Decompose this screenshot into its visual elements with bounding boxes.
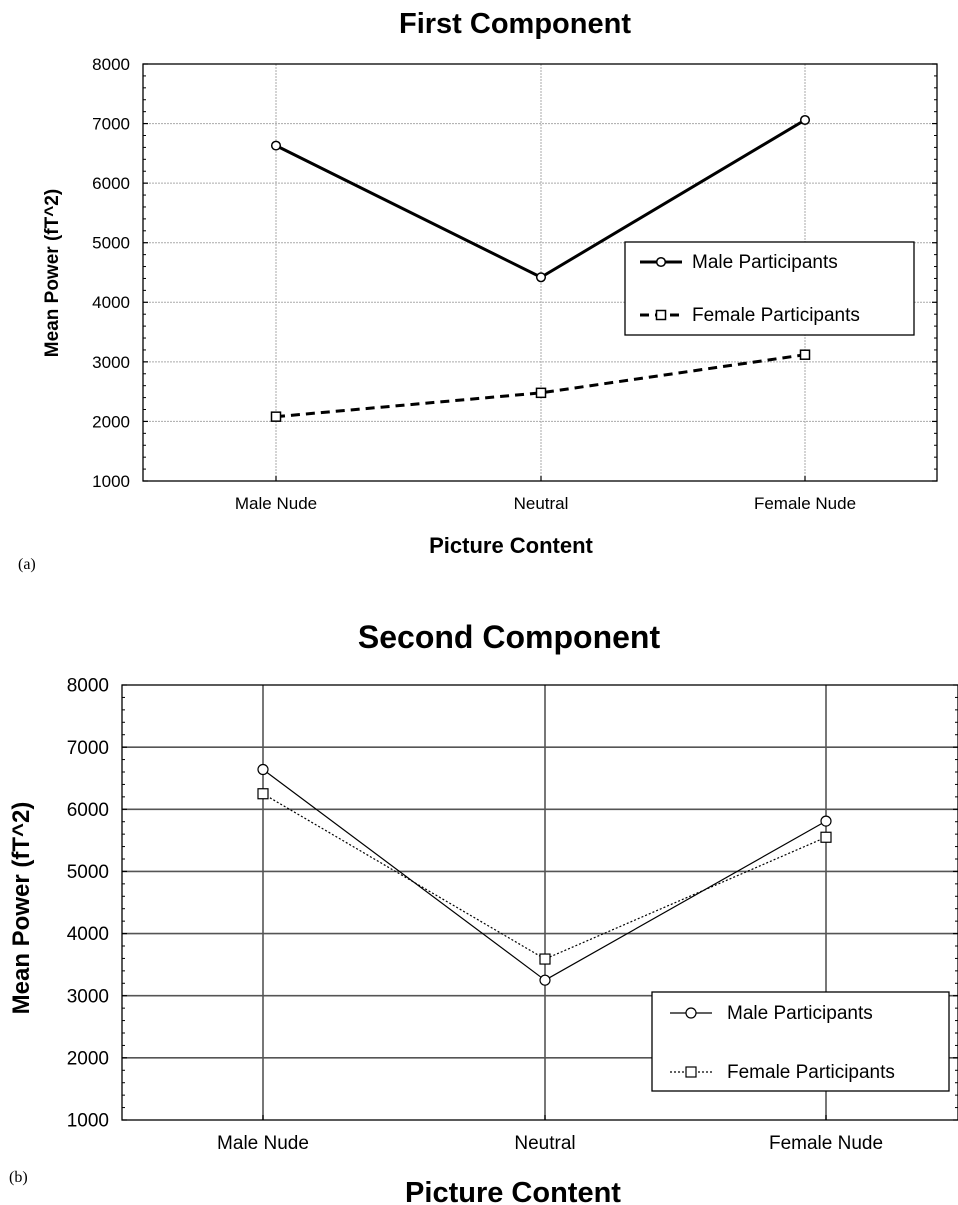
- chart-b-point-female: [820, 831, 832, 843]
- chart-a-y-tick-label: 1000: [92, 472, 130, 491]
- chart-a-point-female: [270, 411, 282, 422]
- chart-b-y-tick-label: 3000: [67, 986, 109, 1007]
- chart-a-series: [270, 114, 811, 422]
- chart-a-y-tick-label: 7000: [92, 115, 130, 134]
- chart-a-y-tick-label: 2000: [92, 412, 130, 431]
- chart-b-legend-female-label: Female Participants: [727, 1062, 895, 1083]
- chart-b-x-tick-label: Female Nude: [769, 1133, 883, 1154]
- chart-b-legend: Male Participants Female Participants: [651, 991, 950, 1092]
- chart-a-legend-male-marker: [655, 256, 667, 268]
- chart-b-x-tick-label: Male Nude: [217, 1133, 309, 1154]
- chart-b-point-female: [539, 953, 551, 965]
- chart-b-y-tick-label: 4000: [67, 924, 109, 945]
- chart-a-legend: Male Participants Female Participants: [624, 241, 915, 336]
- chart-a-panel-label: (a): [18, 556, 36, 573]
- chart-b-y-tick-label: 7000: [67, 738, 109, 759]
- chart-b-y-tick-label: 8000: [67, 676, 109, 697]
- chart-a-x-axis-label: Picture Content: [429, 533, 593, 558]
- chart-a-point-female: [799, 349, 811, 360]
- chart-a-legend-female-marker: [655, 309, 667, 321]
- chart-b-point-female: [257, 788, 269, 800]
- chart-b-y-tick-label: 2000: [67, 1049, 109, 1070]
- chart-b-y-tick-label: 1000: [67, 1111, 109, 1132]
- chart-second-component: Second Component 1000 2000 3000 4000 5000 600…: [8, 619, 958, 1205]
- chart-a-x-tick-label: Neutral: [514, 494, 569, 513]
- chart-a-y-ticks: 1000 2000 3000 4000 5000 6000 7000 8000: [92, 55, 937, 491]
- chart-b-x-axis-label: Picture Content: [405, 1177, 621, 1205]
- chart-a-y-tick-label: 6000: [92, 174, 130, 193]
- chart-a-point-male: [535, 272, 547, 283]
- chart-a-series-line-female: [275, 353, 806, 419]
- chart-b-plot-frame: [121, 684, 958, 1121]
- chart-a-x-ticks: Male Nude Neutral Female Nude: [235, 476, 856, 513]
- chart-b-y-axis-label: Mean Power (fT^2): [8, 802, 35, 1015]
- chart-b-legend-female-marker: [685, 1066, 697, 1078]
- chart-b-title: Second Component: [358, 619, 661, 655]
- chart-first-component: First Component 1000 2000 3000 4000 5000 6000…: [18, 8, 938, 573]
- chart-a-x-tick-label: Male Nude: [235, 494, 317, 513]
- chart-a-legend-female-label: Female Participants: [692, 305, 860, 326]
- chart-a-title: First Component: [399, 8, 631, 40]
- chart-a-y-tick-label: 5000: [92, 234, 130, 253]
- chart-a-point-male: [799, 114, 811, 126]
- chart-a-legend-male-label: Male Participants: [692, 252, 838, 273]
- chart-b-point-male: [257, 763, 269, 776]
- chart-b-legend-male-label: Male Participants: [727, 1003, 873, 1024]
- chart-b-y-tick-label: 6000: [67, 800, 109, 821]
- chart-b-point-male: [820, 815, 832, 827]
- chart-a-point-female: [535, 387, 547, 399]
- chart-b-point-male: [539, 974, 551, 986]
- chart-a-y-tick-label: 4000: [92, 293, 130, 312]
- chart-b-panel-label: (b): [9, 1169, 28, 1186]
- chart-a-y-axis-label: Mean Power (fT^2): [42, 189, 63, 357]
- chart-b-legend-box: [651, 991, 950, 1092]
- chart-a-x-tick-label: Female Nude: [754, 494, 856, 513]
- chart-a-y-tick-label: 8000: [92, 55, 130, 74]
- chart-b-y-ticks: 1000 2000 3000 4000 5000 6000 7000 8000: [67, 676, 958, 1132]
- chart-a-y-tick-label: 3000: [92, 353, 130, 372]
- chart-b-series: [257, 763, 832, 986]
- chart-a-legend-box: [624, 241, 915, 336]
- chart-b-x-ticks: Male Nude Neutral Female Nude: [217, 1115, 883, 1154]
- chart-b-gridlines: [122, 685, 958, 1120]
- chart-b-x-tick-label: Neutral: [514, 1133, 575, 1154]
- chart-b-legend-male-marker: [685, 1007, 697, 1019]
- chart-a-gridlines: [143, 64, 937, 481]
- chart-b-series-line-female: [262, 793, 827, 960]
- chart-a-point-male: [270, 140, 282, 151]
- chart-b-y-tick-label: 5000: [67, 862, 109, 883]
- chart-a-plot-frame: [142, 63, 938, 482]
